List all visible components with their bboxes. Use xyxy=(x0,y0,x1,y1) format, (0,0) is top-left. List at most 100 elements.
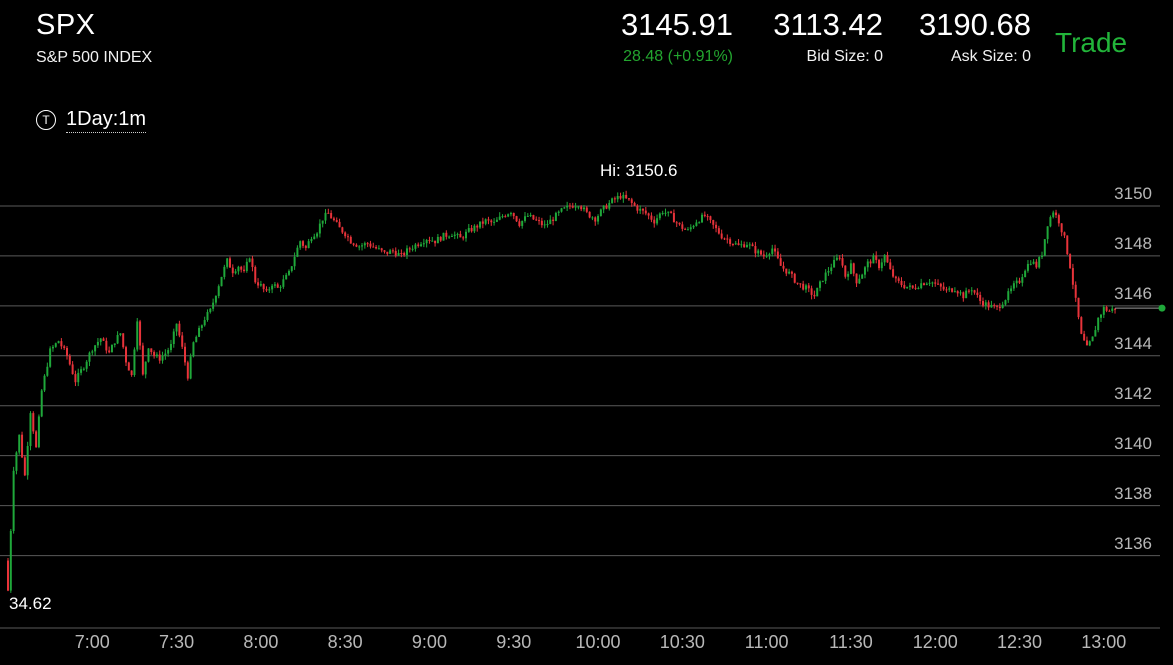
candle-body xyxy=(1097,317,1100,331)
candle-body xyxy=(990,304,993,308)
y-tick-label: 3148 xyxy=(1114,233,1152,253)
candle-body xyxy=(605,205,608,209)
candle-body xyxy=(439,236,442,241)
period-label: 1Day:1m xyxy=(66,106,147,133)
candle-body xyxy=(245,261,248,271)
candle-body xyxy=(546,224,549,226)
price-change: 28.48 (+0.91%) xyxy=(623,48,733,65)
candle-body xyxy=(1049,217,1052,227)
candle-body xyxy=(790,271,793,274)
candle-body xyxy=(54,343,57,347)
candle-body xyxy=(175,323,178,332)
candle-body xyxy=(625,194,628,199)
candle-body xyxy=(386,251,389,254)
candle-body xyxy=(788,271,791,274)
candle-body xyxy=(512,213,515,217)
candle-body xyxy=(335,220,338,222)
y-tick-label: 3136 xyxy=(1114,533,1152,553)
symbol-name: S&P 500 INDEX xyxy=(36,49,153,66)
candle-body xyxy=(819,281,822,288)
candle-body xyxy=(821,280,824,282)
y-tick-label: 3146 xyxy=(1114,283,1152,303)
candle-body xyxy=(973,290,976,293)
candle-body xyxy=(776,251,779,259)
candle-body xyxy=(327,212,330,214)
candle-body xyxy=(144,361,147,375)
candle-body xyxy=(139,321,142,346)
candle-body xyxy=(1114,308,1117,310)
candle-body xyxy=(619,195,622,199)
candle-body xyxy=(639,208,642,211)
trade-button[interactable]: Trade xyxy=(1055,27,1128,58)
candle-body xyxy=(63,346,66,348)
candle-body xyxy=(453,234,456,236)
candle-body xyxy=(1038,257,1041,268)
candle-body xyxy=(833,259,836,268)
candle-body xyxy=(108,350,111,353)
candle-body xyxy=(417,244,420,246)
x-tick-label: 8:00 xyxy=(243,632,279,652)
candle-body xyxy=(1088,341,1091,346)
candle-body xyxy=(1029,263,1032,265)
candle-body xyxy=(754,246,757,254)
candle-body xyxy=(91,351,94,353)
candle-body xyxy=(307,241,310,248)
candle-body xyxy=(352,243,355,245)
candle-body xyxy=(46,366,49,376)
candle-body xyxy=(1040,255,1043,258)
candle-body xyxy=(580,206,583,210)
candle-body xyxy=(290,266,293,271)
candle-body xyxy=(501,216,504,218)
candle-body xyxy=(484,219,487,224)
x-tick-label: 10:30 xyxy=(659,632,705,652)
candle-body xyxy=(543,224,546,226)
x-tick-label: 10:00 xyxy=(575,632,621,652)
candle-body xyxy=(346,236,349,238)
candle-body xyxy=(630,199,633,203)
candle-body xyxy=(661,212,664,214)
candle-body xyxy=(105,340,108,351)
candle-body xyxy=(321,220,324,224)
candle-body xyxy=(88,352,91,362)
candle-body xyxy=(1060,223,1063,233)
candle-body xyxy=(911,285,914,288)
candle-body xyxy=(122,333,125,348)
candle-body xyxy=(847,273,850,277)
candle-body xyxy=(110,344,113,353)
last-price-block: 3145.91 28.48 (+0.91%) xyxy=(598,6,733,67)
candle-body xyxy=(1080,317,1083,334)
candle-body xyxy=(577,206,580,208)
candle-body xyxy=(703,214,706,217)
candle-body xyxy=(1010,288,1013,292)
candle-body xyxy=(698,222,701,224)
candle-body xyxy=(436,236,439,244)
candle-body xyxy=(341,227,344,233)
candle-body xyxy=(29,413,32,447)
candle-body xyxy=(507,214,510,217)
candle-body xyxy=(1007,291,1010,301)
candle-body xyxy=(953,291,956,293)
candle-body xyxy=(349,236,352,244)
candle-body xyxy=(1043,239,1046,256)
candle-body xyxy=(1004,300,1007,305)
candle-body xyxy=(394,250,397,256)
candle-body xyxy=(1091,336,1094,342)
period-selector[interactable]: T 1Day:1m xyxy=(36,106,147,133)
candle-body xyxy=(153,352,156,357)
candle-body xyxy=(712,220,715,225)
candle-body xyxy=(487,219,490,221)
candle-body xyxy=(43,375,46,391)
candle-body xyxy=(228,258,231,268)
candle-body xyxy=(771,248,774,254)
candle-body xyxy=(411,248,414,250)
bid-size: Bid Size: 0 xyxy=(806,48,883,65)
candle-body xyxy=(355,244,358,247)
candle-body xyxy=(970,290,973,292)
candle-body xyxy=(377,248,380,250)
candle-body xyxy=(32,413,35,432)
candle-body xyxy=(313,236,316,240)
candle-body xyxy=(1108,310,1111,312)
candle-body xyxy=(217,286,220,296)
candle-body xyxy=(993,304,996,306)
